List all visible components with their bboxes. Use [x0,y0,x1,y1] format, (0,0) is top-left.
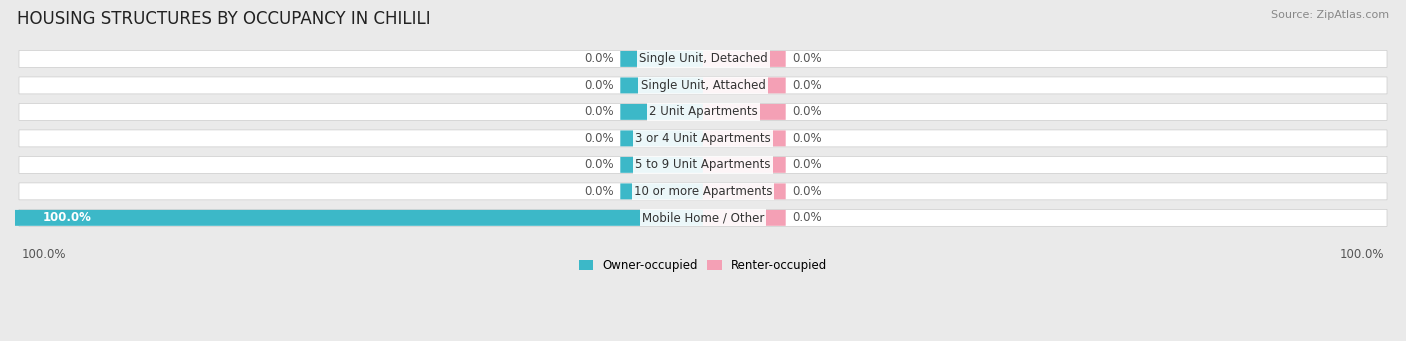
Text: 0.0%: 0.0% [793,158,823,172]
Text: Source: ZipAtlas.com: Source: ZipAtlas.com [1271,10,1389,20]
Text: 0.0%: 0.0% [793,211,823,224]
Text: 0.0%: 0.0% [583,105,613,118]
Text: 0.0%: 0.0% [793,132,823,145]
FancyBboxPatch shape [620,157,703,173]
Text: 0.0%: 0.0% [583,79,613,92]
Text: Single Unit, Attached: Single Unit, Attached [641,79,765,92]
FancyBboxPatch shape [703,157,786,173]
Text: 0.0%: 0.0% [793,185,823,198]
Text: 10 or more Apartments: 10 or more Apartments [634,185,772,198]
FancyBboxPatch shape [703,104,786,120]
Text: Mobile Home / Other: Mobile Home / Other [641,211,765,224]
Legend: Owner-occupied, Renter-occupied: Owner-occupied, Renter-occupied [574,255,832,277]
Text: 100.0%: 100.0% [22,248,66,261]
FancyBboxPatch shape [620,183,703,199]
Text: 0.0%: 0.0% [583,53,613,65]
FancyBboxPatch shape [20,77,1386,94]
FancyBboxPatch shape [620,131,703,146]
Text: 0.0%: 0.0% [793,105,823,118]
FancyBboxPatch shape [703,183,786,199]
FancyBboxPatch shape [620,51,703,67]
FancyBboxPatch shape [703,131,786,146]
Text: 2 Unit Apartments: 2 Unit Apartments [648,105,758,118]
FancyBboxPatch shape [620,77,703,93]
Text: 0.0%: 0.0% [583,132,613,145]
Text: HOUSING STRUCTURES BY OCCUPANCY IN CHILILI: HOUSING STRUCTURES BY OCCUPANCY IN CHILI… [17,10,430,28]
Text: 0.0%: 0.0% [793,79,823,92]
Text: 100.0%: 100.0% [1340,248,1384,261]
Text: Single Unit, Detached: Single Unit, Detached [638,53,768,65]
FancyBboxPatch shape [703,77,786,93]
FancyBboxPatch shape [20,209,1386,226]
FancyBboxPatch shape [20,50,1386,68]
FancyBboxPatch shape [620,104,703,120]
Text: 3 or 4 Unit Apartments: 3 or 4 Unit Apartments [636,132,770,145]
Text: 0.0%: 0.0% [583,158,613,172]
FancyBboxPatch shape [20,157,1386,173]
Text: 5 to 9 Unit Apartments: 5 to 9 Unit Apartments [636,158,770,172]
FancyBboxPatch shape [20,183,1386,200]
Text: 100.0%: 100.0% [42,211,91,224]
FancyBboxPatch shape [15,210,703,226]
Text: 0.0%: 0.0% [793,53,823,65]
FancyBboxPatch shape [20,103,1386,120]
Text: 0.0%: 0.0% [583,185,613,198]
FancyBboxPatch shape [703,210,786,226]
FancyBboxPatch shape [20,130,1386,147]
FancyBboxPatch shape [703,51,786,67]
